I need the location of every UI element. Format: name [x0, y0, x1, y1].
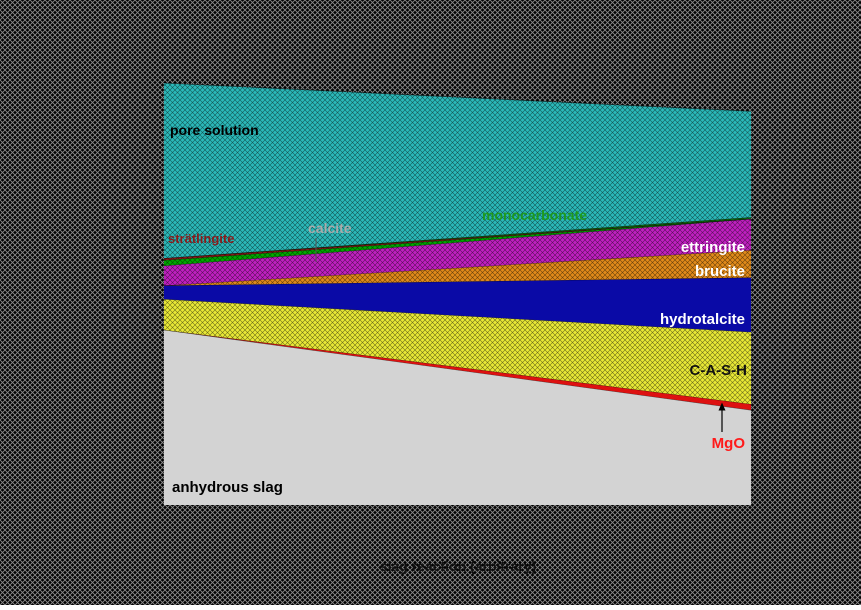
phase-ettringite-hatch: [164, 218, 751, 286]
phase-layers: [163, 82, 752, 505]
phase-stratlingite-hatch: [164, 218, 751, 261]
x-axis-label: slag reaction (arbitrary): [380, 558, 536, 574]
label-ettringite: ettringite: [681, 239, 745, 256]
label-mgo: MgO: [712, 435, 746, 452]
phase-anhydrous-slag-fill: [164, 329, 751, 505]
label-brucite: brucite: [695, 263, 745, 280]
label-c-a-s-h: C-A-S-H: [690, 362, 748, 379]
label-calcite: calcite: [308, 220, 352, 236]
label-hydrotalcite: hydrotalcite: [660, 311, 745, 328]
phase-pore-solution: [163, 82, 752, 259]
phase-pore-solution-boundary: [163, 82, 752, 112]
phase-pore-solution-hatch: [164, 83, 751, 259]
phase-calcite-hatch: [164, 218, 751, 266]
label-pore-solution: pore solution: [170, 122, 259, 138]
label-anhydrous-slag: anhydrous slag: [172, 479, 283, 496]
label-stratlingite: strätlingite: [168, 231, 234, 246]
mgo-pointer-arrow: [718, 402, 726, 432]
phase-mgo-fill: [164, 329, 751, 411]
label-monocarbonate: monocarbonate: [482, 207, 587, 223]
phase-hydrotalcite-fill: [164, 277, 751, 332]
phase-c-a-s-h-hatch: [164, 299, 751, 405]
phase-labels: pore solution strätlingite calcite monocarb…: [168, 122, 747, 496]
